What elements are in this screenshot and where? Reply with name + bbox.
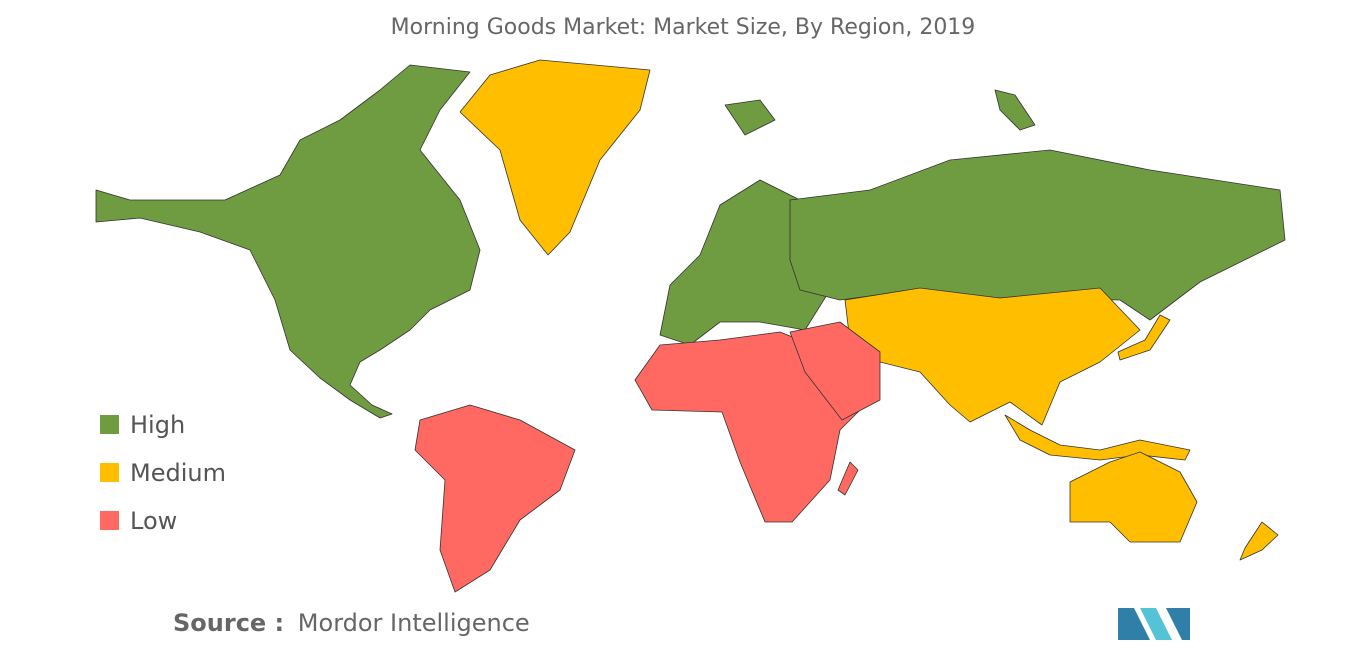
russia: [789, 149, 1286, 321]
iceland-scandinavia: [724, 99, 776, 136]
north-america: [95, 64, 481, 419]
source-text: Mordor Intelligence: [298, 609, 530, 637]
legend: High Medium Low: [100, 411, 226, 535]
indonesia: [1004, 414, 1191, 461]
logo-part: [1118, 608, 1150, 640]
source-note: Source : Mordor Intelligence: [173, 609, 530, 637]
legend-swatch: [100, 415, 119, 434]
new-zealand: [1239, 521, 1279, 561]
middle-east: [789, 321, 881, 421]
legend-label: Low: [130, 507, 177, 535]
legend-label: Medium: [130, 459, 226, 487]
madagascar: [837, 461, 859, 496]
australia: [1069, 451, 1198, 543]
logo-part: [1140, 608, 1172, 640]
legend-label: High: [130, 411, 185, 439]
south-america: [414, 404, 576, 593]
japan: [1117, 314, 1171, 361]
legend-swatch: [100, 463, 119, 482]
novaya-zemlya: [994, 89, 1036, 131]
world-map: [95, 59, 1286, 593]
logo-part: [1166, 608, 1190, 640]
source-label: Source :: [173, 609, 284, 637]
legend-swatch: [100, 511, 119, 530]
chart-title: Morning Goods Market: Market Size, By Re…: [391, 15, 976, 40]
greenland: [459, 59, 651, 256]
asia: [844, 287, 1141, 426]
logo: [1118, 608, 1190, 640]
